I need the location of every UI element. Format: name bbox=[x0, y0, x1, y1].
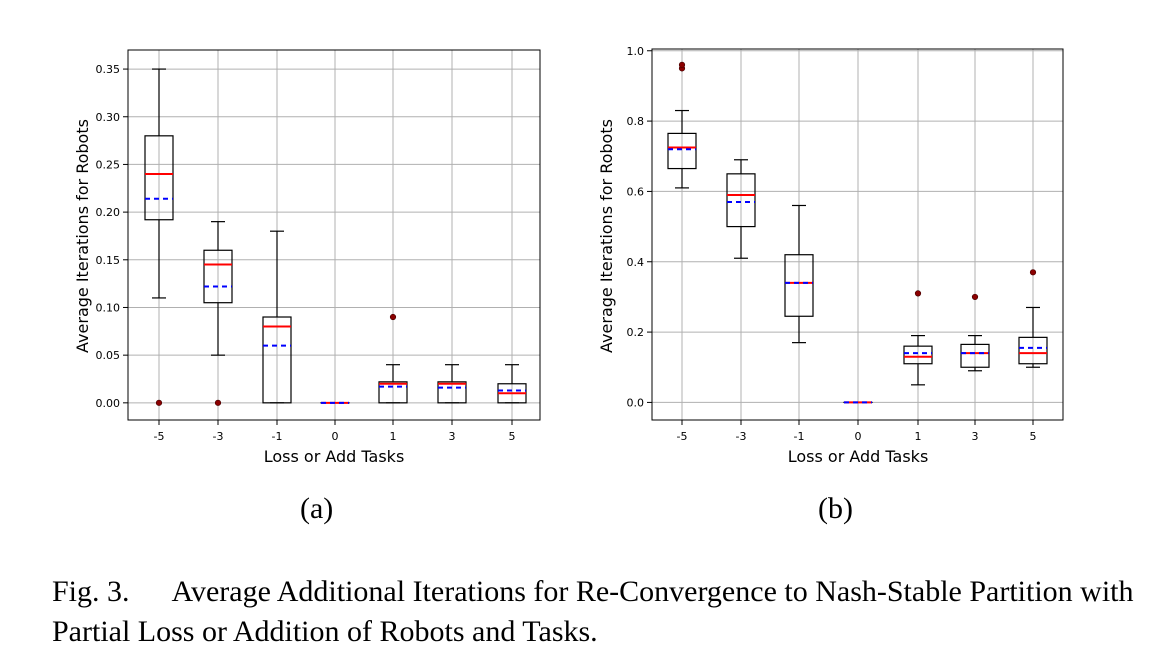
c2-outlier-6-0 bbox=[1029, 269, 1037, 276]
chart-a: 0.00 0.05 0.10 0.15 0.20 0.25 0.30 0.35 -5 -3 -1 0 1… bbox=[73, 49, 541, 466]
c2-iqr-box-2 bbox=[784, 254, 814, 317]
c2-xtick-label-0: -5 bbox=[677, 430, 688, 443]
c2-ytick-label-2: 0.4 bbox=[627, 256, 645, 269]
c1-ytick-label-6: 0.30 bbox=[96, 111, 121, 124]
c2-ytick-label-4: 0.8 bbox=[627, 115, 645, 128]
c1-iqr-box-4 bbox=[378, 381, 408, 404]
c1-ytick-label-7: 0.35 bbox=[96, 63, 121, 76]
c2-box--5 bbox=[667, 61, 697, 189]
c1-ytick-label-4: 0.20 bbox=[96, 206, 121, 219]
c1-box--1 bbox=[262, 230, 292, 404]
c1-box-1 bbox=[378, 313, 408, 404]
c1-box-5 bbox=[497, 364, 527, 404]
c2-outlier-4-0 bbox=[914, 290, 922, 297]
c1-x-axis-label: Loss or Add Tasks bbox=[264, 447, 405, 466]
c2-iqr-box-4 bbox=[903, 345, 933, 365]
c1-xtick-label-0: -5 bbox=[154, 430, 165, 443]
c2-iqr-box-1 bbox=[726, 173, 756, 228]
chart-b: 0.0 0.2 0.4 0.6 0.8 1.0 -5 -3 -1 0 1 3 5 Loss or Add … bbox=[597, 45, 1064, 466]
c2-xtick-label-3: 0 bbox=[855, 430, 862, 443]
c2-y-axis-label: Average Iterations for Robots bbox=[597, 119, 616, 353]
c2-xtick-label-6: 5 bbox=[1030, 430, 1037, 443]
c1-xtick-label-6: 5 bbox=[509, 430, 516, 443]
c2-xtick-label-2: -1 bbox=[794, 430, 805, 443]
caption-text: Average Additional Iterations for Re-Con… bbox=[52, 575, 1134, 648]
c1-box--5 bbox=[144, 68, 174, 406]
c1-iqr-box-0 bbox=[144, 135, 174, 221]
c1-box-3 bbox=[437, 364, 467, 404]
c1-iqr-box-5 bbox=[437, 381, 467, 404]
c2-iqr-box-6 bbox=[1018, 336, 1048, 365]
c1-ytick-label-1: 0.05 bbox=[96, 349, 121, 362]
c2-box-1 bbox=[903, 290, 933, 386]
figure-caption: Fig. 3. Average Additional Iterations for… bbox=[52, 572, 1137, 652]
c1-xtick-label-4: 1 bbox=[390, 430, 397, 443]
c2-ytick-label-5: 1.0 bbox=[627, 45, 645, 58]
c2-xtick-label-1: -3 bbox=[736, 430, 747, 443]
c2-outlier-5-0 bbox=[971, 293, 979, 301]
c2-box--3 bbox=[726, 159, 756, 259]
c1-ytick-label-3: 0.15 bbox=[96, 254, 121, 267]
c1-xtick-label-1: -3 bbox=[213, 430, 224, 443]
c2-iqr-box-5 bbox=[960, 343, 990, 368]
c2-iqr-box-0 bbox=[667, 132, 697, 170]
c2-ytick-label-1: 0.2 bbox=[627, 326, 645, 339]
c2-box-3 bbox=[960, 293, 990, 372]
caption-figure-number: Fig. 3. bbox=[52, 575, 130, 608]
c1-box--3 bbox=[203, 221, 233, 406]
c2-ytick-label-0: 0.0 bbox=[627, 396, 645, 409]
c1-xtick-label-3: 0 bbox=[332, 430, 339, 443]
c2-box-5 bbox=[1018, 269, 1048, 368]
c2-xtick-label-5: 3 bbox=[972, 430, 979, 443]
c1-iqr-box-1 bbox=[203, 249, 233, 304]
c1-xtick-label-5: 3 bbox=[449, 430, 456, 443]
c1-outlier-1-0 bbox=[214, 399, 222, 406]
c2-box--1 bbox=[784, 204, 814, 344]
c2-x-axis-label: Loss or Add Tasks bbox=[788, 447, 929, 466]
c1-ytick-label-2: 0.10 bbox=[96, 301, 121, 314]
c2-xtick-label-4: 1 bbox=[915, 430, 922, 443]
c2-ytick-label-3: 0.6 bbox=[627, 185, 645, 198]
c1-plot-area bbox=[128, 50, 540, 420]
subfigure-label-b: (b) bbox=[818, 492, 853, 525]
subfigure-label-a: (a) bbox=[300, 492, 334, 525]
c1-iqr-box-2 bbox=[262, 316, 292, 404]
c2-outlier-0-1 bbox=[678, 61, 686, 68]
c2-axes-frame bbox=[651, 48, 1064, 421]
c1-outlier-4-0 bbox=[389, 313, 397, 321]
c1-ytick-label-0: 0.00 bbox=[96, 397, 121, 410]
c1-y-axis-label: Average Iterations for Robots bbox=[73, 119, 92, 353]
c1-axes-frame bbox=[127, 49, 541, 421]
c1-xtick-label-2: -1 bbox=[272, 430, 283, 443]
c1-outlier-0-0 bbox=[155, 399, 163, 406]
c1-ytick-label-5: 0.25 bbox=[96, 158, 121, 171]
